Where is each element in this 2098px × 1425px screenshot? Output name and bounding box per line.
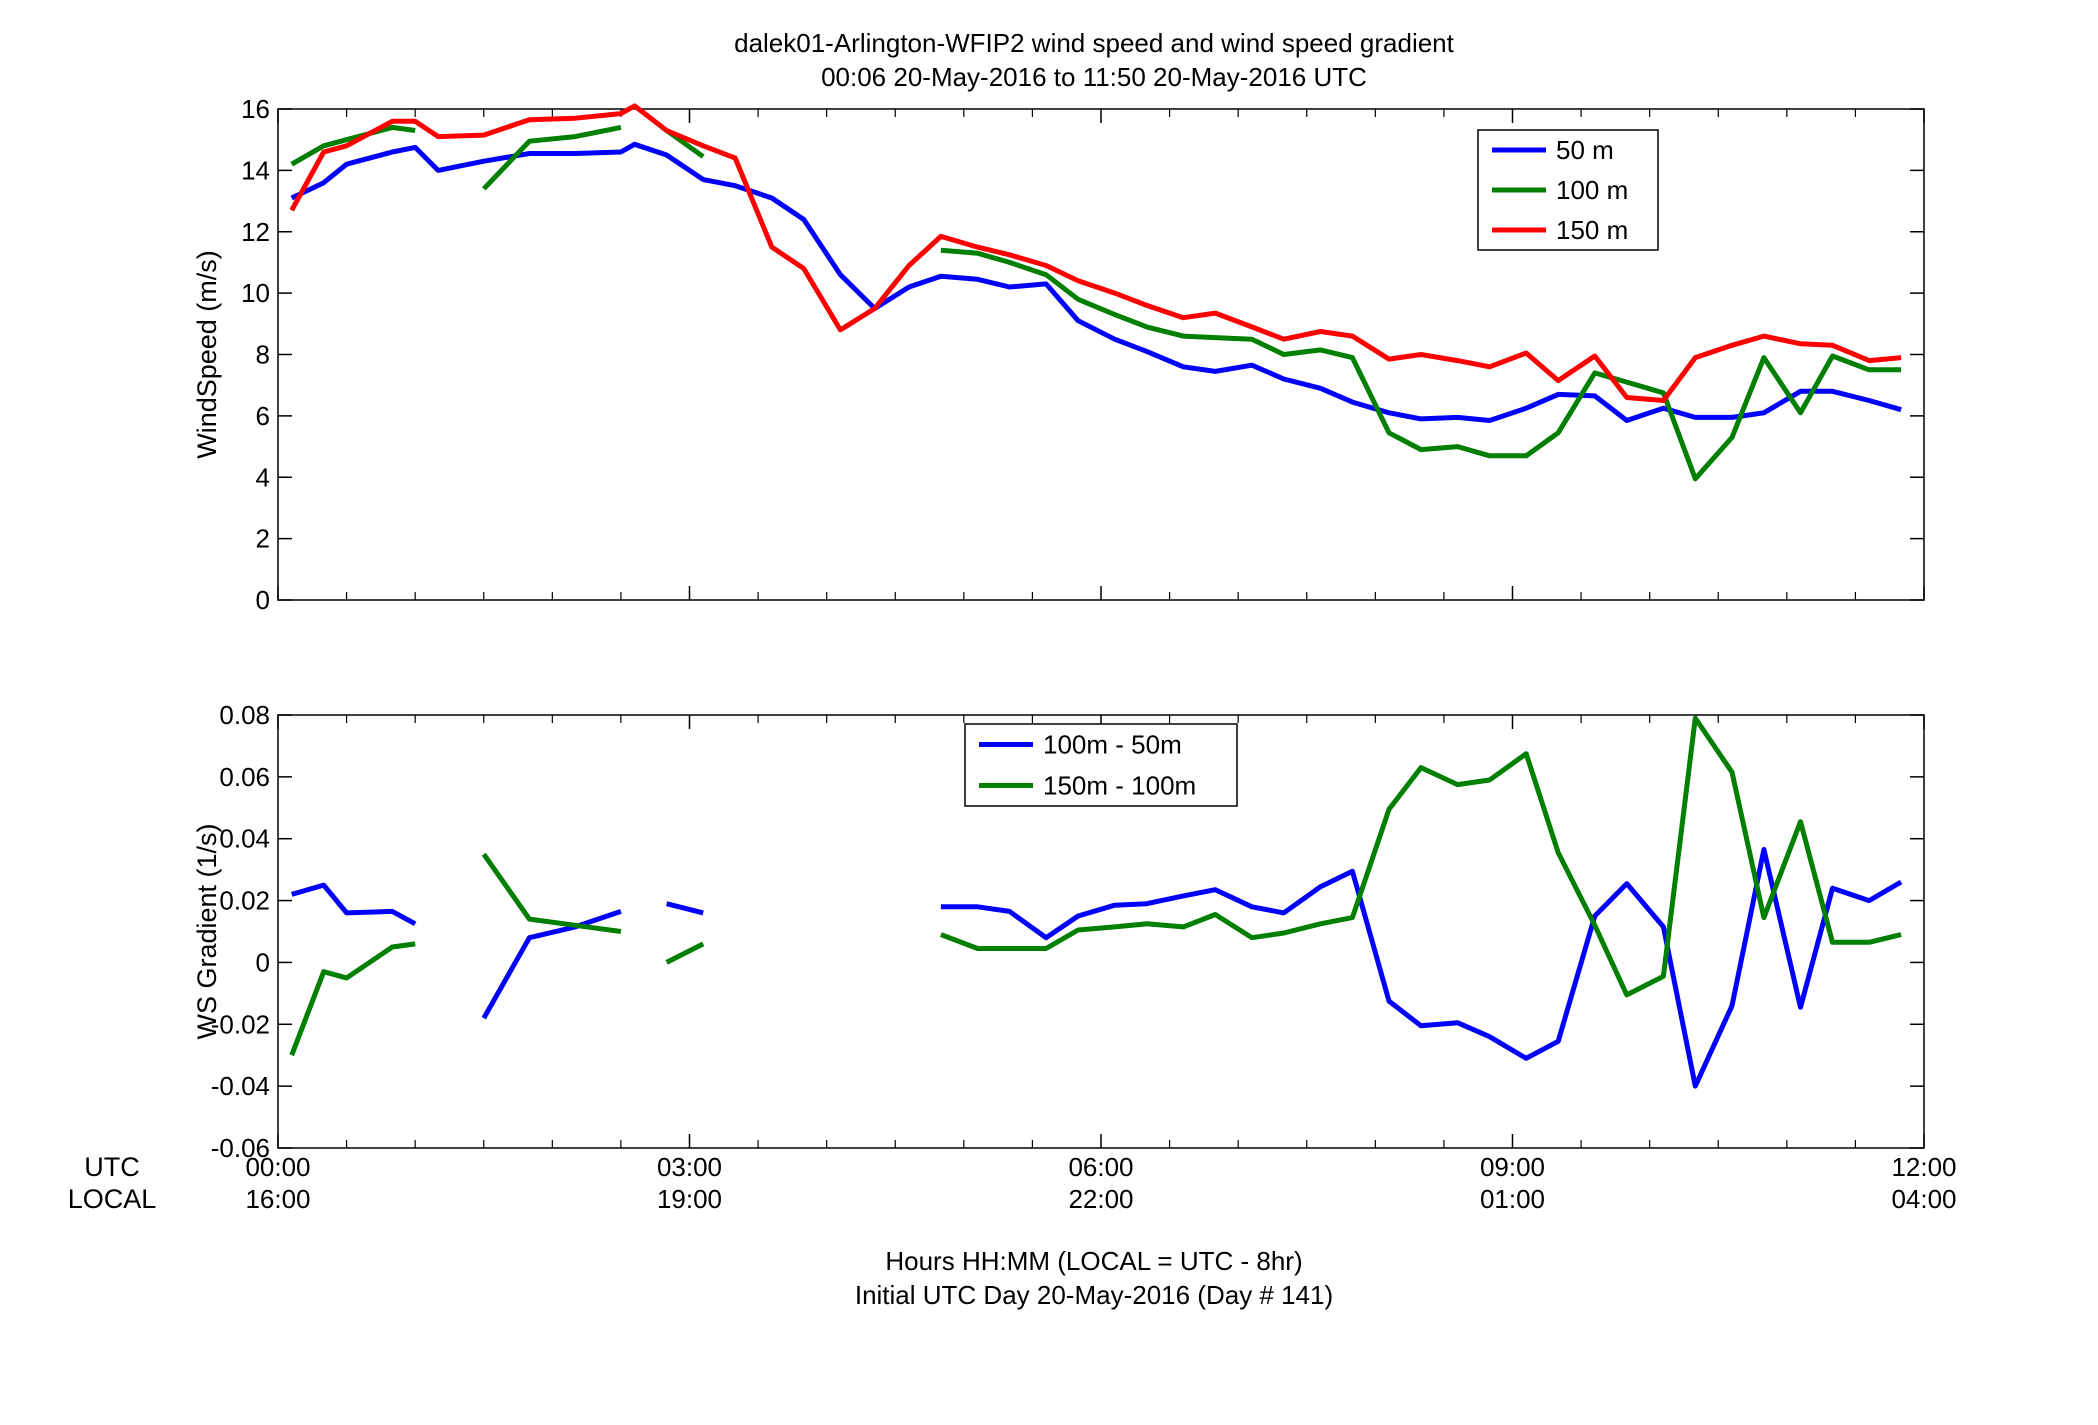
local-tick-label: 19:00 [657,1184,722,1214]
wind-speed-panel: 0 2 4 6 8 10 12 14 16 WindSpeed (m/s) 50 m 100 m 150… [192,94,1925,615]
series-line [290,141,1902,423]
y-tick-label: 12 [241,217,270,247]
x-axis-label-line1: Hours HH:MM (LOCAL = UTC - 8hr) [885,1246,1302,1276]
figure-title-line1: dalek01-Arlington-WFIP2 wind speed and w… [734,28,1455,58]
series-50m [290,141,1902,423]
series-150m-100m [289,715,1902,1057]
y-tick-label: 0.04 [219,824,270,854]
x-axis-label-line2: Initial UTC Day 20-May-2016 (Day # 141) [855,1280,1333,1310]
y-axis-label: WindSpeed (m/s) [192,250,222,459]
figure-title-line2: 00:06 20-May-2016 to 11:50 20-May-2016 U… [821,62,1367,92]
y-tick-label: 10 [241,278,270,308]
utc-tick-label: 09:00 [1480,1152,1545,1182]
local-tick-label: 04:00 [1891,1184,1956,1214]
y-tick-label: 2 [256,524,270,554]
y-tick-label: -0.06 [211,1133,270,1163]
y-tick-label: 0 [256,947,270,977]
plot-axes-box [277,108,1925,601]
local-tick-label: 16:00 [245,1184,310,1214]
series-line [289,715,1902,1057]
series-line [291,847,1903,1089]
legend-box [964,723,1238,807]
y-tick-label: 6 [256,401,270,431]
legend-entry: 150 m [1556,215,1628,245]
y-tick-label: 0.08 [219,700,270,730]
y-tick-label: -0.02 [211,1009,270,1039]
utc-tick-label: 06:00 [1068,1152,1133,1182]
local-tick-label: 22:00 [1068,1184,1133,1214]
legend-entry: 50 m [1556,135,1614,165]
utc-tick-label: 12:00 [1891,1152,1956,1182]
y-tick-label: 16 [241,94,270,124]
legend-entry: 100 m [1556,175,1628,205]
series-line [290,124,1902,482]
y-tick-label: 0.02 [219,886,270,916]
legend-entry: 150m - 100m [1043,771,1196,801]
y-tick-label: 8 [256,340,270,370]
local-tick-label: 01:00 [1480,1184,1545,1214]
legend: 100m - 50m 150m - 100m [964,723,1238,807]
series-line [289,103,1902,403]
y-tick-label: 4 [256,462,270,492]
legend-entry: 100m - 50m [1043,730,1182,760]
y-tick-label: 14 [241,155,270,185]
legend: 50 m 100 m 150 m [1477,129,1659,251]
series-100m [290,124,1902,482]
wind-gradient-panel: -0.06 -0.04 -0.02 0 0.02 0.04 0.06 0.08 WS Gradi… [192,700,1925,1163]
local-row-label: LOCAL [68,1184,157,1214]
series-150m [289,103,1902,403]
utc-tick-label: 03:00 [657,1152,722,1182]
utc-tick-label: 00:00 [245,1152,310,1182]
y-tick-label: 0.06 [219,762,270,792]
series-100m-50m [291,847,1903,1089]
y-tick-label: 0 [256,585,270,615]
y-axis-label: WS Gradient (1/s) [192,823,222,1039]
utc-row-label: UTC [84,1152,140,1182]
y-tick-label: -0.04 [211,1071,270,1101]
